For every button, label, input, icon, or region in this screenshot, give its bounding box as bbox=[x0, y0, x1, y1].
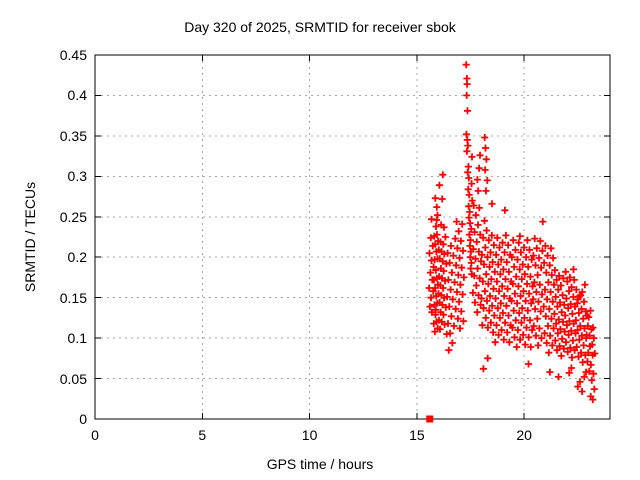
square-marker-flagged-epoch bbox=[426, 415, 434, 423]
x-tick-label: 0 bbox=[91, 427, 99, 443]
scatter-points-srmtid-values bbox=[425, 61, 599, 404]
x-tick-label: 10 bbox=[301, 427, 318, 443]
x-tick-label: 15 bbox=[409, 427, 425, 443]
x-tick-label: 5 bbox=[198, 427, 207, 443]
y-tick-label: 0 bbox=[79, 411, 87, 427]
grid-lines bbox=[95, 55, 610, 419]
tick-marks bbox=[94, 54, 610, 420]
y-tick-label: 0.15 bbox=[59, 289, 87, 306]
y-tick-label: 0.1 bbox=[67, 330, 87, 347]
x-axis-label: GPS time / hours bbox=[266, 456, 374, 472]
y-tick-label: 0.25 bbox=[59, 208, 87, 225]
plot-border bbox=[94, 54, 611, 420]
y-tick-label: 0.4 bbox=[67, 87, 87, 104]
y-tick-label: 0.2 bbox=[67, 249, 87, 266]
y-tick-label: 0.05 bbox=[59, 370, 87, 387]
chart-title: Day 320 of 2025, SRMTID for receiver sbo… bbox=[184, 19, 456, 35]
x-tick-label: 20 bbox=[516, 427, 532, 443]
y-tick-label: 0.45 bbox=[59, 47, 87, 63]
y-tick-label: 0.3 bbox=[67, 168, 87, 185]
y-tick-label: 0.35 bbox=[59, 127, 87, 144]
